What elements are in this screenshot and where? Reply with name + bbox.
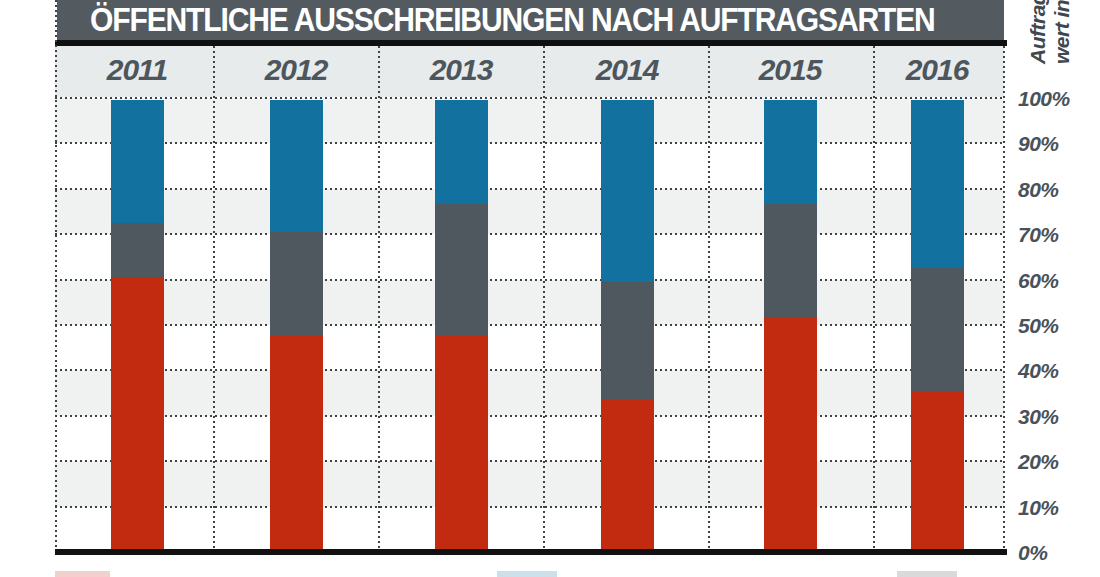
bar-2012-red-bottom-segment — [270, 336, 323, 554]
legend-swatch-stub — [55, 571, 110, 577]
column-separator — [708, 46, 710, 552]
plot-row-band — [55, 370, 1004, 415]
bar-2011-red-bottom-segment — [111, 277, 164, 554]
plot-row-band — [55, 416, 1004, 461]
bar-2014-gray-middle-segment — [601, 282, 654, 400]
gridline-20pct — [55, 460, 1004, 462]
y-tick-50pct: 50% — [1018, 314, 1059, 338]
year-label-2014: 2014 — [596, 53, 659, 87]
y-tick-100pct: 100% — [1018, 87, 1070, 111]
column-separator — [213, 46, 215, 552]
y-tick-0pct: 0% — [1018, 541, 1047, 565]
gridline-100pct — [55, 97, 1004, 99]
chart-title-bar: ÖFFENTLICHE AUSSCHREIBUNGEN NACH AUFTRAG… — [57, 0, 1004, 40]
plot-row-band — [55, 98, 1004, 143]
gridline-90pct — [55, 142, 1004, 144]
bar-2016-red-bottom-segment — [911, 391, 964, 554]
bar-2012-blue-top-segment — [270, 100, 323, 232]
bar-2011-gray-middle-segment — [111, 223, 164, 277]
gridline-70pct — [55, 233, 1004, 235]
y-tick-80pct: 80% — [1018, 178, 1059, 202]
gridline-30pct — [55, 415, 1004, 417]
y-axis-title-line2: wert in % — [1050, 0, 1074, 64]
bar-2013-blue-top-segment — [435, 100, 488, 204]
y-axis-title-line1: Auftrags- — [1026, 0, 1050, 64]
bar-2016-gray-middle-segment — [911, 268, 964, 391]
bar-2011-blue-top-segment — [111, 100, 164, 223]
y-tick-10pct: 10% — [1018, 496, 1059, 520]
plot-row-band — [55, 325, 1004, 370]
bar-2013-gray-middle-segment — [435, 204, 488, 336]
bar-2015-red-bottom-segment — [764, 318, 817, 554]
y-tick-90pct: 90% — [1018, 132, 1059, 156]
chart-right-border — [1003, 46, 1005, 552]
legend-swatch-stub — [497, 571, 557, 577]
x-axis-line — [55, 549, 1007, 555]
y-axis-title: Auftrags- wert in % — [1026, 0, 1076, 64]
year-label-2016: 2016 — [906, 53, 969, 87]
legend-swatch-stub — [897, 571, 957, 577]
y-tick-70pct: 70% — [1018, 223, 1059, 247]
y-tick-60pct: 60% — [1018, 269, 1059, 293]
plot-row-band — [55, 461, 1004, 506]
year-header-band: 2011 2012 2013 2014 2015 2016 — [55, 46, 1004, 97]
bar-2016-blue-top-segment — [911, 100, 964, 268]
bar-2015-blue-top-segment — [764, 100, 817, 204]
bar-2013-red-bottom-segment — [435, 336, 488, 554]
bar-2012-gray-middle-segment — [270, 232, 323, 336]
plot-row-band — [55, 234, 1004, 279]
column-separator — [378, 46, 380, 552]
gridline-40pct — [55, 369, 1004, 371]
chart-left-border — [55, 0, 57, 552]
y-tick-30pct: 30% — [1018, 405, 1059, 429]
year-label-2012: 2012 — [265, 53, 328, 87]
y-tick-40pct: 40% — [1018, 359, 1059, 383]
year-label-2015: 2015 — [759, 53, 822, 87]
stacked-bar-chart: ÖFFENTLICHE AUSSCHREIBUNGEN NACH AUFTRAG… — [0, 0, 1100, 577]
gridline-60pct — [55, 279, 1004, 281]
gridline-80pct — [55, 188, 1004, 190]
plot-row-band — [55, 507, 1004, 552]
plot-row-band — [55, 143, 1004, 188]
column-separator — [873, 46, 875, 552]
plot-row-band — [55, 280, 1004, 325]
bar-2014-red-bottom-segment — [601, 400, 654, 554]
gridline-10pct — [55, 506, 1004, 508]
year-label-2013: 2013 — [430, 53, 493, 87]
gridline-50pct — [55, 324, 1004, 326]
plot-row-band — [55, 189, 1004, 234]
year-label-2011: 2011 — [107, 53, 168, 87]
column-separator — [543, 46, 545, 552]
bar-2014-blue-top-segment — [601, 100, 654, 282]
bar-2015-gray-middle-segment — [764, 204, 817, 318]
y-tick-20pct: 20% — [1018, 450, 1059, 474]
chart-title: ÖFFENTLICHE AUSSCHREIBUNGEN NACH AUFTRAG… — [90, 0, 977, 40]
